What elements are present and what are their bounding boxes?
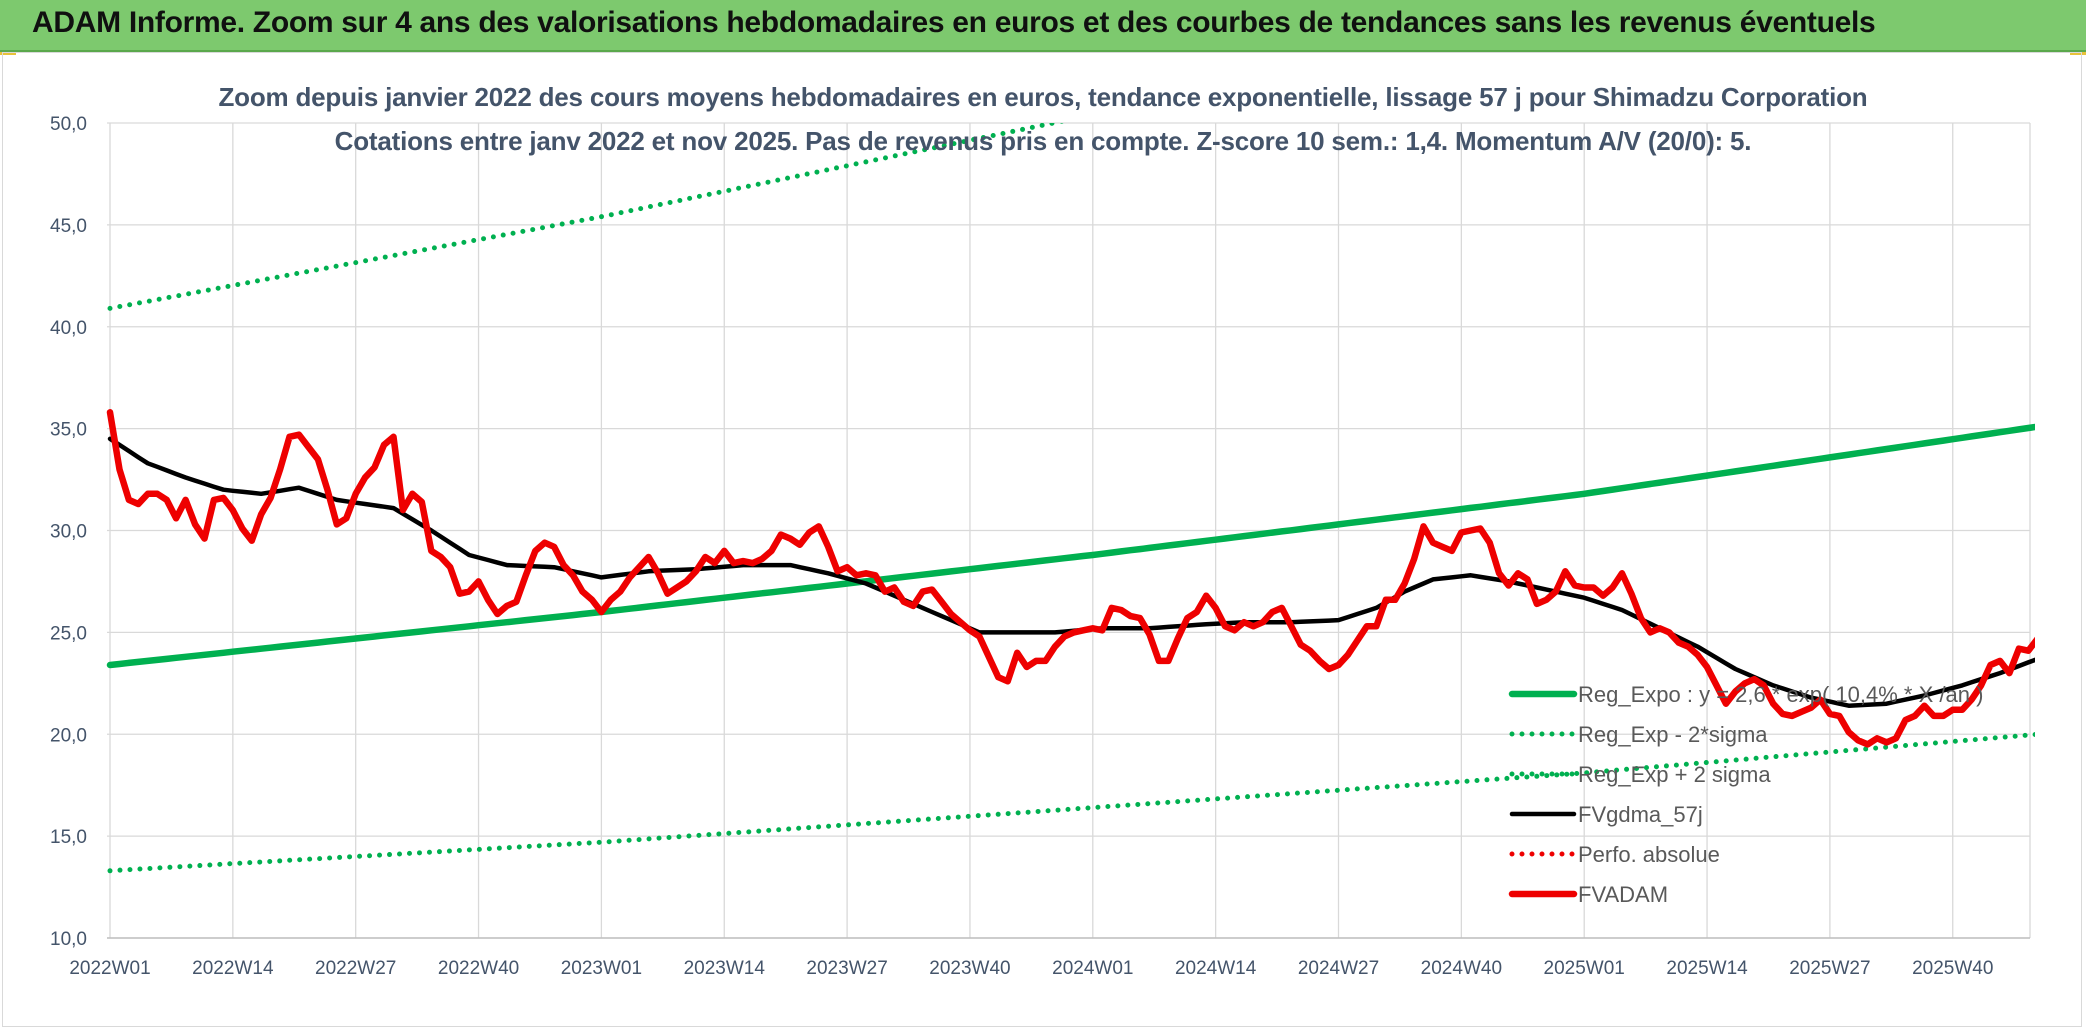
y-tick-label: 30,0 xyxy=(50,522,87,543)
x-tick-label: 2023W27 xyxy=(806,958,887,979)
y-tick-label: 10,0 xyxy=(50,929,87,950)
legend-label-4: Perfo. absolue xyxy=(1578,842,1720,867)
x-tick-label: 2025W40 xyxy=(1912,958,1993,979)
x-tick-label: 2023W01 xyxy=(561,958,642,979)
y-tick-label: 35,0 xyxy=(50,420,87,441)
corner-accent-right xyxy=(2070,52,2086,55)
chart-title: Zoom depuis janvier 2022 des cours moyen… xyxy=(218,82,1868,112)
x-tick-label: 2022W01 xyxy=(69,958,150,979)
legend-label-1: Reg_Exp - 2*sigma xyxy=(1578,722,1768,747)
chart-grid xyxy=(107,122,2031,939)
series-line-5 xyxy=(106,409,2035,748)
axis-layer: 10,0 15,0 20,0 25,0 30,0 35,0 40,0 45,0 50,0 2022… xyxy=(50,114,2030,979)
legend-label-5: FVADAM xyxy=(1578,882,1668,907)
legend: Reg_Expo : y = 2,6 * exp( 10,4% * X /an … xyxy=(1508,682,1983,907)
x-tick-label: 2024W27 xyxy=(1298,958,1379,979)
x-tick-label: 2024W14 xyxy=(1175,958,1257,979)
series-line-1 xyxy=(107,732,2035,874)
legend-label-2: Reg_Exp + 2 sigma xyxy=(1578,762,1771,787)
x-tick-label: 2024W40 xyxy=(1421,958,1502,979)
x-tick-label: 2023W14 xyxy=(684,958,766,979)
series-line-0 xyxy=(106,423,2035,669)
y-tick-label: 40,0 xyxy=(50,318,87,339)
x-tick-label: 2025W01 xyxy=(1544,958,1625,979)
x-tick-label: 2025W14 xyxy=(1666,958,1748,979)
y-tick-label: 45,0 xyxy=(50,216,87,237)
x-tick-label: 2025W27 xyxy=(1789,958,1870,979)
x-tick-label: 2022W40 xyxy=(438,958,519,979)
banner-title: ADAM Informe. Zoom sur 4 ans des valoris… xyxy=(32,6,1876,39)
series-layer xyxy=(106,123,2035,874)
chart-frame xyxy=(2,52,2082,1027)
y-tick-label: 50,0 xyxy=(50,114,87,135)
y-tick-label: 15,0 xyxy=(50,827,87,848)
x-tick-label: 2022W27 xyxy=(315,958,396,979)
banner: ADAM Informe. Zoom sur 4 ans des valoris… xyxy=(0,0,2086,52)
corner-accent-left xyxy=(0,52,16,55)
legend-label-3: FVgdma_57j xyxy=(1578,802,1703,827)
x-tick-label: 2023W40 xyxy=(929,958,1010,979)
legend-label-0: Reg_Expo : y = 2,6 * exp( 10,4% * X /an … xyxy=(1578,682,1983,707)
x-tick-label: 2024W01 xyxy=(1052,958,1133,979)
chart-subtitle: Cotations entre janv 2022 et nov 2025. P… xyxy=(334,126,1752,156)
x-tick-label: 2022W14 xyxy=(192,958,274,979)
y-tick-label: 25,0 xyxy=(50,623,87,644)
y-tick-label: 20,0 xyxy=(50,725,87,746)
